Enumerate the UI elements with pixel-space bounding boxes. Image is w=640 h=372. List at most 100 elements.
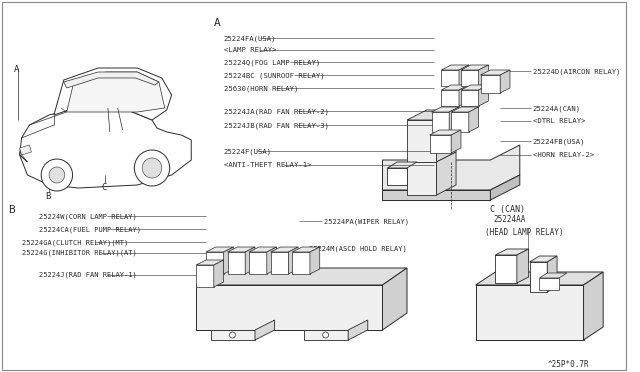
Polygon shape [249,252,267,274]
Polygon shape [436,152,456,195]
Text: <ANTI-THEFT RELAY-1>: <ANTI-THEFT RELAY-1> [223,162,311,168]
Polygon shape [490,175,520,200]
Polygon shape [249,247,276,252]
Circle shape [49,167,65,183]
Polygon shape [481,70,510,75]
Text: 25224FA(USA): 25224FA(USA) [223,35,276,42]
Polygon shape [468,107,479,132]
Text: <HORN RELAY-2>: <HORN RELAY-2> [532,152,594,158]
Polygon shape [383,190,490,200]
Polygon shape [196,285,383,330]
Polygon shape [431,107,459,112]
Text: (HEAD LAMP RELAY): (HEAD LAMP RELAY) [486,228,564,237]
Polygon shape [495,255,517,283]
Polygon shape [476,285,584,340]
Polygon shape [245,247,255,274]
Text: 25224F(USA): 25224F(USA) [223,148,272,154]
Text: 25224JB(RAD FAN RELAY-3): 25224JB(RAD FAN RELAY-3) [223,122,328,128]
Polygon shape [442,90,459,106]
Polygon shape [20,145,31,155]
Polygon shape [407,110,456,120]
Polygon shape [547,256,557,292]
Text: 25224GA(CLUTCH RELAY)(MT): 25224GA(CLUTCH RELAY)(MT) [22,239,128,246]
Polygon shape [64,72,159,88]
Text: 25224D(AIRCON RELAY): 25224D(AIRCON RELAY) [532,68,620,74]
Polygon shape [196,265,214,287]
Polygon shape [383,145,520,190]
Text: 25224BC (SUNROOF RELAY): 25224BC (SUNROOF RELAY) [223,72,324,78]
Polygon shape [228,247,255,252]
Polygon shape [461,70,479,86]
Polygon shape [481,75,500,93]
Polygon shape [449,107,459,132]
Text: 25224FB(USA): 25224FB(USA) [532,138,585,144]
Text: 25224J(RAD FAN RELAY-1): 25224J(RAD FAN RELAY-1) [39,272,137,279]
Polygon shape [530,262,547,292]
Polygon shape [310,247,320,274]
Text: 25630(HORN RELAY): 25630(HORN RELAY) [223,85,298,92]
Text: 25224W(CORN LAMP RELAY): 25224W(CORN LAMP RELAY) [39,213,137,219]
Polygon shape [196,268,407,285]
Text: 25224CA(FUEL PUMP RELAY): 25224CA(FUEL PUMP RELAY) [39,226,141,232]
Text: <DTRL RELAY>: <DTRL RELAY> [532,118,585,124]
Text: 25224PA(WIPER RELAY): 25224PA(WIPER RELAY) [324,218,409,224]
Polygon shape [459,65,468,86]
Circle shape [134,150,170,186]
Circle shape [142,158,162,178]
Polygon shape [271,252,289,274]
Polygon shape [451,130,461,153]
Text: A: A [13,65,19,74]
Text: C (CAN): C (CAN) [490,205,525,214]
Text: A: A [214,18,221,28]
Circle shape [323,332,328,338]
Polygon shape [530,256,557,262]
Polygon shape [407,162,436,195]
Polygon shape [461,65,488,70]
Text: <LAMP RELAY>: <LAMP RELAY> [223,47,276,53]
Polygon shape [228,252,245,274]
Polygon shape [429,130,461,135]
Polygon shape [20,108,191,188]
Polygon shape [348,320,368,340]
Polygon shape [267,247,276,274]
Polygon shape [436,110,456,162]
Polygon shape [461,85,488,90]
Polygon shape [289,247,298,274]
Polygon shape [540,273,567,278]
Polygon shape [383,268,407,330]
Polygon shape [214,260,223,287]
Text: 25224Q(FOG LAMP RELAY): 25224Q(FOG LAMP RELAY) [223,59,320,65]
Polygon shape [206,252,223,274]
Polygon shape [407,120,436,162]
Polygon shape [429,135,451,153]
Text: 25224M(ASCD HOLD RELAY): 25224M(ASCD HOLD RELAY) [309,245,406,251]
Polygon shape [255,320,275,340]
Polygon shape [500,70,510,93]
Polygon shape [461,90,479,106]
Polygon shape [304,330,348,340]
Polygon shape [451,107,479,112]
Text: 25224JA(RAD FAN RELAY-2): 25224JA(RAD FAN RELAY-2) [223,108,328,115]
Polygon shape [431,112,449,132]
Polygon shape [196,260,223,265]
Polygon shape [584,272,603,340]
Polygon shape [54,68,172,120]
Text: C: C [101,183,106,192]
Polygon shape [442,70,459,86]
Text: 25224G(INHIBITOR RELAY)(AT): 25224G(INHIBITOR RELAY)(AT) [22,250,136,257]
Polygon shape [442,85,468,90]
Polygon shape [495,249,529,255]
Polygon shape [479,65,488,86]
Text: ^25P*0.7R: ^25P*0.7R [547,360,589,369]
Polygon shape [479,85,488,106]
Polygon shape [442,65,468,70]
Circle shape [230,332,236,338]
Polygon shape [67,72,164,112]
Text: B: B [45,192,51,201]
Polygon shape [387,162,417,168]
Circle shape [41,159,72,191]
Polygon shape [517,249,529,283]
Polygon shape [387,168,407,185]
Polygon shape [271,247,298,252]
Polygon shape [206,247,234,252]
